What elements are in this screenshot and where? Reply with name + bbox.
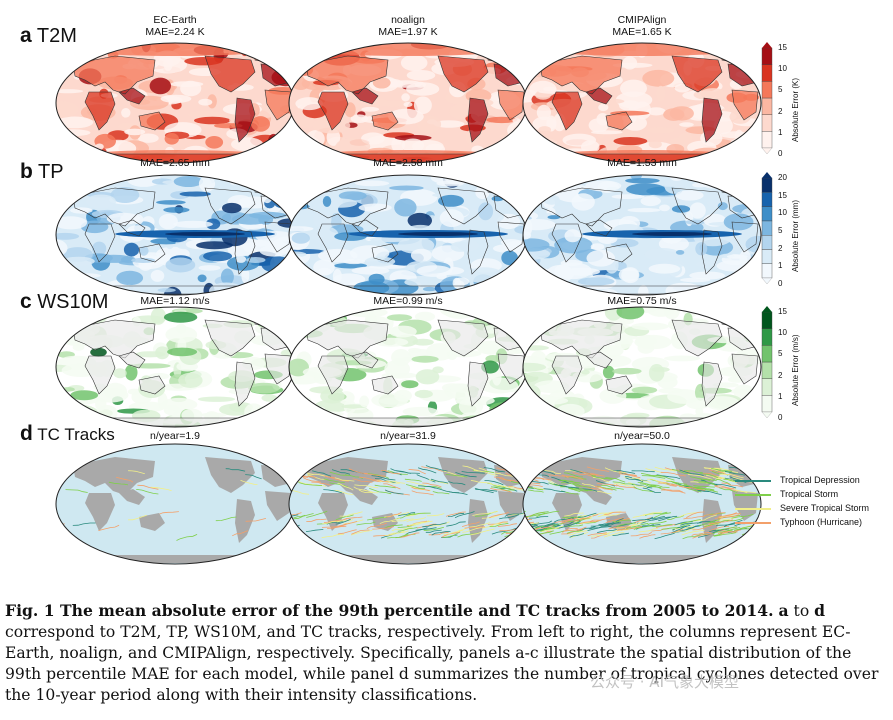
map-title-tc-tracks-cmipalign: n/year=50.0 bbox=[614, 430, 670, 442]
caption-panel-d: d bbox=[814, 601, 826, 620]
legend-label-depression: Tropical Depression bbox=[780, 475, 860, 485]
map-title-t2m-noalign: noalign MAE=1.97 K bbox=[378, 14, 438, 38]
map-ws10m-ec-earth bbox=[55, 306, 295, 428]
map-title-ws10m-cmipalign: MAE=0.75 m/s bbox=[607, 295, 677, 307]
row-label-c: c WS10M bbox=[20, 290, 109, 313]
map-title-t2m-ec-earth: EC-Earth MAE=2.24 K bbox=[145, 14, 205, 38]
map-ws10m-cmipalign bbox=[522, 306, 762, 428]
colorbar-tick: 2 bbox=[778, 243, 783, 253]
figure-caption: Fig. 1 The mean absolute error of the 99… bbox=[5, 600, 885, 706]
row-label-a: a T2M bbox=[20, 24, 77, 47]
map-t2m-noalign bbox=[288, 42, 528, 164]
map-tc-tracks-ec-earth bbox=[55, 443, 295, 565]
colorbar-tp bbox=[761, 172, 773, 284]
map-ws10m-noalign bbox=[288, 306, 528, 428]
watermark: 公众号 · AI气象大模型 bbox=[590, 673, 739, 691]
colorbar-label-tp: Absolute Error (mm) bbox=[791, 199, 800, 272]
map-title-tc-tracks-ec-earth: n/year=1.9 bbox=[150, 430, 200, 442]
colorbar-tick: 15 bbox=[778, 307, 787, 316]
map-title-tc-tracks-noalign: n/year=31.9 bbox=[380, 430, 436, 442]
map-tc-tracks-cmipalign bbox=[522, 443, 762, 565]
colorbar-label-t2m: Absolute Error (K) bbox=[791, 77, 800, 142]
colorbar-tick: 15 bbox=[778, 43, 787, 52]
map-title-tp-noalign: MAE=2.58 mm bbox=[373, 157, 443, 169]
colorbar-tick: 0 bbox=[778, 149, 783, 158]
colorbar-tick: 1 bbox=[778, 127, 783, 137]
colorbar-tick: 10 bbox=[778, 64, 787, 74]
colorbar-tick: 2 bbox=[778, 370, 783, 380]
legend-label-severe-storm: Severe Tropical Storm bbox=[780, 503, 870, 513]
caption-title: Fig. 1 The mean absolute error of the 99… bbox=[5, 601, 774, 620]
colorbar-tick: 10 bbox=[778, 208, 787, 218]
legend-line-depression bbox=[735, 480, 771, 482]
map-t2m-cmipalign bbox=[522, 42, 762, 164]
map-tp-cmipalign bbox=[522, 174, 762, 296]
colorbar-tick: 0 bbox=[778, 413, 783, 422]
map-t2m-ec-earth bbox=[55, 42, 295, 164]
map-title-ws10m-noalign: MAE=0.99 m/s bbox=[373, 295, 443, 307]
colorbar-t2m bbox=[761, 42, 773, 154]
colorbar-tick: 5 bbox=[778, 85, 783, 95]
legend-label-typhoon: Typhoon (Hurricane) bbox=[780, 517, 863, 527]
colorbar-tick: 5 bbox=[778, 349, 783, 359]
row-label-b: b TP bbox=[20, 160, 64, 183]
colorbar-tick: 1 bbox=[778, 391, 783, 401]
legend-line-typhoon bbox=[735, 522, 771, 524]
map-tp-noalign bbox=[288, 174, 528, 296]
colorbar-tick: 0 bbox=[778, 279, 783, 288]
colorbar-tick: 5 bbox=[778, 226, 783, 235]
map-tp-ec-earth bbox=[55, 174, 295, 296]
caption-text-1: to bbox=[788, 602, 815, 620]
map-title-t2m-cmipalign: CMIPAlign MAE=1.65 K bbox=[612, 14, 672, 38]
legend-line-severe-storm bbox=[735, 508, 771, 510]
row-label-d: d TC Tracks bbox=[20, 422, 115, 445]
caption-text-2: correspond to T2M, TP, WS10M, and TC tra… bbox=[5, 623, 879, 704]
colorbar-tick: 2 bbox=[778, 106, 783, 116]
colorbar-tick: 20 bbox=[778, 173, 787, 182]
colorbar-ws10m bbox=[761, 306, 773, 418]
colorbar-tick: 15 bbox=[778, 190, 787, 200]
colorbar-tick: 1 bbox=[778, 261, 783, 271]
map-title-tp-cmipalign: MAE=1.53 mm bbox=[607, 157, 677, 169]
caption-panel-a: a bbox=[778, 601, 789, 620]
map-tc-tracks-noalign bbox=[288, 443, 528, 565]
map-title-ws10m-ec-earth: MAE=1.12 m/s bbox=[140, 295, 210, 307]
colorbar-tick: 10 bbox=[778, 328, 787, 338]
legend-label-storm: Tropical Storm bbox=[780, 489, 839, 499]
colorbar-label-ws10m: Absolute Error (m/s) bbox=[791, 334, 800, 406]
legend-line-storm bbox=[735, 494, 771, 496]
map-title-tp-ec-earth: MAE=2.65 mm bbox=[140, 157, 210, 169]
